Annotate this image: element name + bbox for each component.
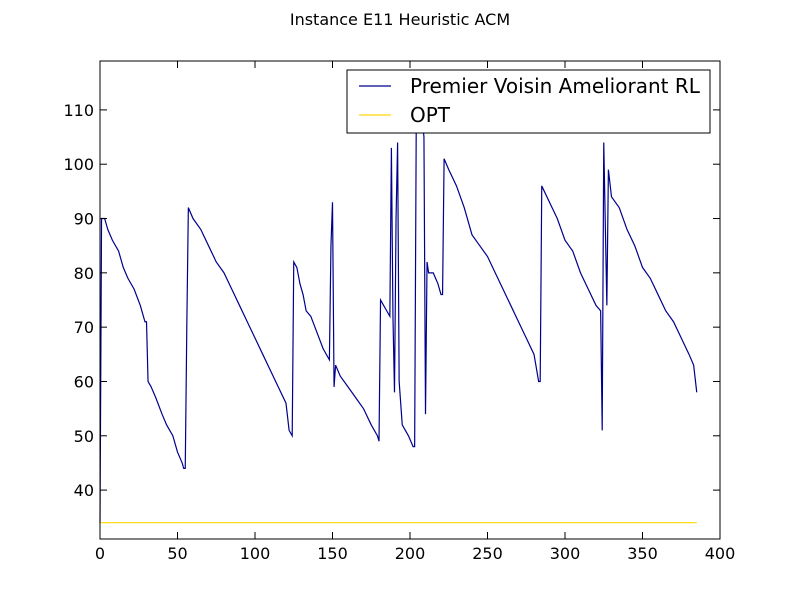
y-tick-label: 100: [63, 155, 94, 174]
legend-label-0: Premier Voisin Ameliorant RL: [410, 74, 701, 98]
x-tick-label: 200: [395, 544, 426, 563]
legend-box: [346, 69, 711, 134]
legend: Premier Voisin Ameliorant RL OPT: [346, 69, 711, 134]
series-line-0: [99, 120, 698, 523]
series-layer: [99, 120, 698, 524]
y-tick-label: 110: [63, 101, 94, 120]
axis-ticks: 0 50 100 150 200 250 300 350 400 40 50 60 70 80 90 100 1…: [63, 61, 735, 563]
x-tick-label: 250: [472, 544, 503, 563]
x-tick-label: 400: [705, 544, 736, 563]
y-tick-label: 70: [74, 318, 94, 337]
x-tick-label: 0: [95, 544, 105, 563]
x-tick-label: 100: [240, 544, 271, 563]
y-tick-label: 80: [74, 264, 94, 283]
x-tick-label: 150: [317, 544, 348, 563]
y-tick-label: 90: [74, 210, 94, 229]
y-tick-label: 40: [74, 481, 94, 500]
chart-title: Instance E11 Heuristic ACM: [289, 10, 511, 29]
y-tick-label: 50: [74, 427, 94, 446]
x-tick-label: 300: [550, 544, 581, 563]
legend-label-1: OPT: [410, 103, 451, 127]
x-tick-label: 50: [167, 544, 187, 563]
y-tick-label: 60: [74, 372, 94, 391]
x-tick-label: 350: [627, 544, 658, 563]
